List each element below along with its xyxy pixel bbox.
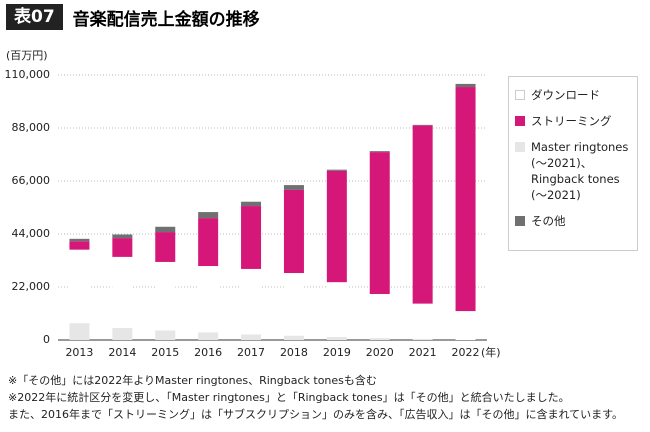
y-tick-label: 88,000 <box>12 121 51 134</box>
x-tick-label: 2018 <box>280 346 308 359</box>
bar-segment <box>155 226 176 233</box>
legend-item: Master ringtones (～2021)、Ringback tones … <box>515 139 631 203</box>
x-tick-label: 2016 <box>194 346 222 359</box>
figure-label: 表07 <box>6 4 63 30</box>
bar-segment <box>69 241 90 250</box>
bar-segment <box>369 338 390 340</box>
bar-segment <box>283 335 304 340</box>
y-tick-label: 44,000 <box>12 227 51 240</box>
chart-title: 音楽配信売上金額の推移 <box>72 9 260 30</box>
legend-item: その他 <box>515 213 631 229</box>
legend-item: ダウンロード <box>515 87 631 103</box>
legend-swatch <box>515 90 525 100</box>
bar-segment <box>198 218 219 267</box>
bar-segment <box>283 185 304 190</box>
x-tick-label: 2019 <box>323 346 351 359</box>
bar-segment <box>412 124 433 126</box>
x-tick-label: 2017 <box>237 346 265 359</box>
x-tick-label: 2013 <box>65 346 93 359</box>
bar-segment <box>326 170 347 283</box>
y-tick-label: 110,000 <box>5 68 51 81</box>
bar-segment <box>198 332 219 340</box>
bar-segment <box>155 232 176 262</box>
x-tick-label: 2022 <box>452 346 480 359</box>
bar-segment <box>455 311 476 340</box>
bar-segment <box>112 238 133 257</box>
bar-segment <box>241 206 262 269</box>
bar-segment <box>412 303 433 339</box>
x-tick-label: 2015 <box>151 346 179 359</box>
bar-segment <box>69 238 90 242</box>
note: ※2022年に統計区分を変更し、「Master ringtones」と「Ring… <box>8 391 570 404</box>
title-bar: 表07 音楽配信売上金額の推移 <box>6 4 260 30</box>
note: ※「その他」には2022年よりMaster ringtones、Ringback… <box>8 374 377 387</box>
legend-swatch <box>515 116 525 126</box>
bar-segment <box>241 334 262 340</box>
bar-segment <box>326 336 347 340</box>
bar-segment <box>455 83 476 88</box>
bar-segment <box>155 261 176 331</box>
bar-segment <box>112 234 133 239</box>
legend: ダウンロード ストリーミング Master ringtones (～2021)、Ri… <box>508 76 638 251</box>
bar-segment <box>155 330 176 340</box>
bar-segment <box>241 268 262 335</box>
legend-label: その他 <box>531 214 566 228</box>
x-axis-label: (年) <box>481 345 501 359</box>
bar-segment <box>412 125 433 304</box>
bar-segment <box>112 327 133 340</box>
x-tick-label: 2021 <box>409 346 437 359</box>
notes: ※「その他」には2022年よりMaster ringtones、Ringback… <box>8 372 623 423</box>
bar-segment <box>198 212 219 219</box>
legend-label: Master ringtones (～2021)、Ringback tones … <box>531 140 629 202</box>
y-tick-label: 0 <box>43 333 50 346</box>
bar-segment <box>69 323 90 340</box>
bar-segment <box>369 293 390 339</box>
y-tick-label: 66,000 <box>12 174 51 187</box>
y-axis-label: (百万円) <box>6 49 48 62</box>
bar-segment <box>283 189 304 274</box>
bar-segment <box>369 152 390 294</box>
bar-segment <box>412 338 433 340</box>
bar-segment <box>283 273 304 336</box>
x-tick-label: 2014 <box>108 346 136 359</box>
legend-swatch <box>515 142 525 152</box>
bar-segment <box>455 87 476 312</box>
note: また、2016年まで「ストリーミング」は「サブスクリプション」のみを含み、「広告… <box>8 408 624 421</box>
x-tick-label: 2020 <box>366 346 394 359</box>
bar-segment <box>369 151 390 153</box>
y-tick-label: 22,000 <box>12 280 51 293</box>
legend-label: ストリーミング <box>531 114 612 128</box>
bar-segment <box>112 256 133 328</box>
legend-swatch <box>515 216 525 226</box>
bar-segment <box>198 266 219 333</box>
bar-segment <box>326 282 347 337</box>
legend-item: ストリーミング <box>515 113 631 129</box>
bar-segment <box>326 169 347 171</box>
legend-label: ダウンロード <box>531 88 600 102</box>
bar-segment <box>69 249 90 324</box>
bar-segment <box>241 201 262 207</box>
